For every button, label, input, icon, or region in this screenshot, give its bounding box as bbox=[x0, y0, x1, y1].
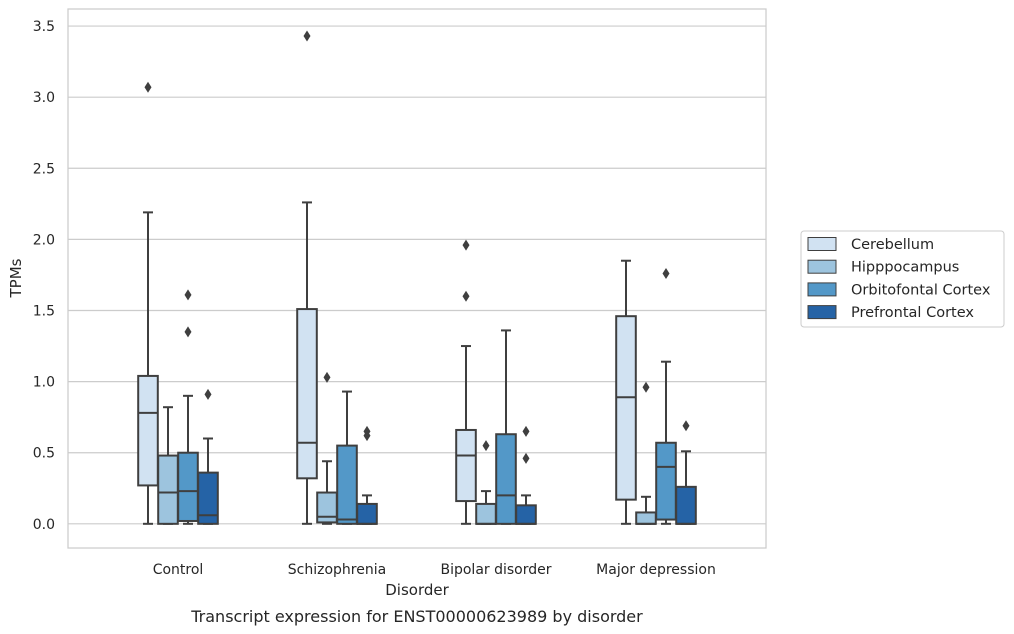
outlier-point bbox=[642, 381, 650, 393]
y-tick-label: 0.0 bbox=[33, 517, 55, 533]
outlier-point bbox=[662, 268, 670, 280]
outlier-point bbox=[522, 452, 530, 464]
legend: Cerebellum Hipppocampus Orbitofontal Corte… bbox=[800, 230, 1005, 328]
y-tick-label: 2.5 bbox=[33, 161, 55, 177]
outlier-point bbox=[184, 289, 192, 301]
legend-swatch bbox=[807, 237, 837, 251]
y-tick-label: 1.5 bbox=[33, 303, 55, 319]
box-plots bbox=[137, 30, 697, 525]
box-hipppocampus-1 bbox=[316, 371, 338, 525]
box-iqr bbox=[495, 433, 517, 525]
box-cerebellum-0 bbox=[137, 81, 159, 525]
outlier-point bbox=[462, 290, 470, 302]
y-tick-label: 0.5 bbox=[33, 446, 55, 462]
box-cerebellum-2 bbox=[455, 239, 477, 525]
box-iqr bbox=[316, 491, 338, 524]
box-iqr bbox=[157, 454, 179, 525]
box-cerebellum-3 bbox=[615, 259, 637, 525]
box-iqr bbox=[635, 511, 657, 525]
legend-frame bbox=[800, 230, 1005, 328]
box-cerebellum-1 bbox=[296, 30, 318, 525]
x-tick-label: Schizophrenia bbox=[288, 562, 386, 578]
x-tick-label: Major depression bbox=[596, 562, 716, 578]
x-tick-label: Bipolar disorder bbox=[440, 562, 551, 578]
y-tick-label: 3.0 bbox=[33, 90, 55, 106]
figure-caption: Transcript expression for ENST0000062398… bbox=[190, 607, 643, 626]
box-orbitofontal-cortex-3 bbox=[655, 268, 677, 525]
box-orbitofontal-cortex-2 bbox=[495, 329, 517, 525]
box-iqr bbox=[336, 444, 358, 525]
legend-label: Prefrontal Cortex bbox=[851, 305, 974, 321]
box-iqr bbox=[197, 471, 219, 525]
box-iqr bbox=[356, 502, 378, 525]
y-tick-label: 1.0 bbox=[33, 375, 55, 391]
legend-label: Hipppocampus bbox=[851, 260, 959, 276]
y-tick-label: 3.5 bbox=[33, 19, 55, 35]
legend-swatch bbox=[807, 305, 837, 320]
x-tick-label: Control bbox=[153, 562, 204, 578]
outlier-point bbox=[363, 425, 371, 437]
legend-swatch bbox=[807, 259, 837, 274]
box-prefrontal-cortex-1 bbox=[356, 425, 378, 525]
outlier-point bbox=[522, 425, 530, 437]
legend-swatch bbox=[807, 282, 837, 297]
plot-frame bbox=[67, 8, 767, 549]
outlier-point bbox=[462, 239, 470, 251]
box-orbitofontal-cortex-1 bbox=[336, 390, 358, 525]
outlier-point bbox=[144, 81, 152, 93]
outlier-point bbox=[303, 30, 311, 42]
box-prefrontal-cortex-2 bbox=[515, 425, 537, 525]
box-iqr bbox=[455, 428, 477, 503]
outlier-point bbox=[184, 326, 192, 338]
box-iqr bbox=[296, 308, 318, 480]
box-iqr bbox=[515, 504, 537, 525]
box-prefrontal-cortex-0 bbox=[197, 388, 219, 525]
box-iqr bbox=[137, 374, 159, 487]
outlier-point bbox=[482, 440, 490, 452]
box-prefrontal-cortex-3 bbox=[675, 420, 697, 525]
y-tick-labels: 0.0 0.5 1.0 1.5 2.0 2.5 3.0 3.5 bbox=[33, 19, 55, 533]
outlier-point bbox=[323, 371, 331, 383]
legend-label: Orbitofontal Cortex bbox=[851, 282, 991, 298]
x-tick-labels: Control Schizophrenia Bipolar disorder Majo… bbox=[153, 562, 716, 578]
box-iqr bbox=[475, 502, 497, 525]
box-hipppocampus-2 bbox=[475, 440, 497, 525]
y-tick-label: 2.0 bbox=[33, 232, 55, 248]
outlier-point bbox=[682, 420, 690, 432]
y-axis-label: TPMs bbox=[7, 258, 25, 298]
box-iqr bbox=[615, 315, 637, 501]
box-orbitofontal-cortex-0 bbox=[177, 289, 199, 525]
box-iqr bbox=[655, 441, 677, 521]
outlier-point bbox=[204, 388, 212, 400]
x-axis-label: Disorder bbox=[385, 581, 449, 599]
box-iqr bbox=[177, 451, 199, 522]
legend-label: Cerebellum bbox=[851, 237, 934, 253]
box-iqr bbox=[675, 485, 697, 525]
